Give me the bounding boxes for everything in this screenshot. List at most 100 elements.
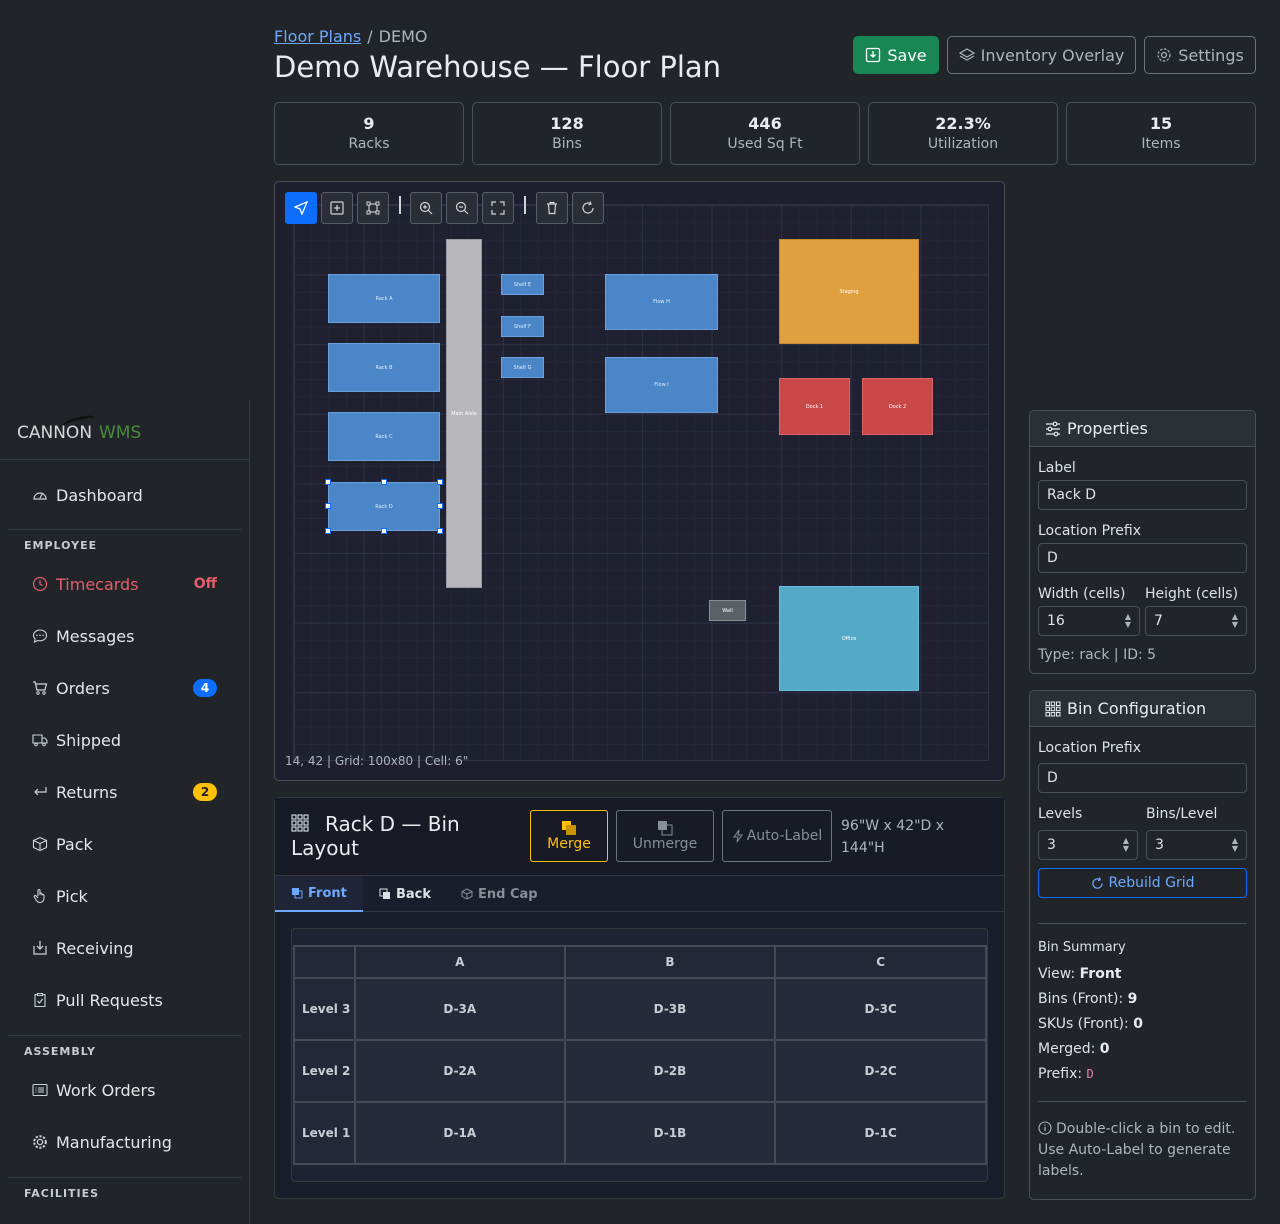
resize-handle[interactable]: [381, 479, 387, 485]
sidebar-item-label: Returns: [56, 782, 118, 802]
sidebar-item-receiving[interactable]: Receiving: [8, 926, 241, 970]
bin-cell[interactable]: D-3B: [563, 977, 777, 1041]
select-tool-button[interactable]: [285, 192, 317, 224]
sidebar-item-work-orders[interactable]: Work Orders: [8, 1068, 241, 1112]
staging-shape[interactable]: Staging: [779, 239, 919, 344]
main-aisle-shape[interactable]: Main Aisle: [446, 239, 482, 588]
shelf-f-shape[interactable]: Shelf F: [501, 316, 544, 337]
summary-view-label: View:: [1038, 966, 1076, 982]
bin-cell[interactable]: D-1A: [353, 1101, 566, 1165]
fit-view-button[interactable]: [482, 192, 514, 224]
resize-handle[interactable]: [381, 528, 387, 534]
office-shape[interactable]: Office: [779, 586, 919, 691]
tab-end-cap[interactable]: End Cap: [445, 876, 554, 912]
summary-bins-label: Bins (Front):: [1038, 991, 1124, 1007]
dock-1-shape[interactable]: Dock 1: [779, 378, 850, 435]
bin-cell[interactable]: D-1B: [563, 1101, 777, 1165]
bin-prefix-input[interactable]: D: [1038, 763, 1247, 793]
spinner-icon[interactable]: ▲ ▼: [1122, 836, 1129, 853]
rack-b-shape[interactable]: Rack B: [328, 343, 440, 392]
shelf-e-shape[interactable]: Shelf E: [501, 274, 544, 295]
levels-label: Levels: [1038, 806, 1083, 822]
wall-shape[interactable]: Wall: [709, 600, 746, 621]
add-shape-button[interactable]: [321, 192, 353, 224]
sidebar: CANNON WMS Dashboard EMPLOYEE Timecards …: [0, 400, 250, 1224]
sidebar-item-pull-requests[interactable]: Pull Requests: [8, 978, 241, 1022]
bin-cell[interactable]: D-2A: [353, 1039, 566, 1103]
merge-button[interactable]: Merge: [530, 810, 608, 862]
sidebar-item-pack[interactable]: Pack: [8, 822, 241, 866]
location-prefix-input[interactable]: D: [1038, 543, 1247, 573]
tab-front[interactable]: Front: [275, 876, 363, 912]
inventory-overlay-button[interactable]: Inventory Overlay: [947, 36, 1136, 74]
spinner-icon[interactable]: ▲ ▼: [1231, 612, 1238, 629]
back-icon: [379, 888, 390, 899]
breadcrumb-floor-plans-link[interactable]: Floor Plans: [274, 27, 362, 46]
resize-handle[interactable]: [437, 503, 443, 509]
sidebar-item-dashboard[interactable]: Dashboard: [8, 473, 241, 517]
logo[interactable]: CANNON WMS: [0, 400, 249, 460]
sidebar-item-returns[interactable]: Returns 2: [8, 770, 241, 814]
spinner-icon[interactable]: ▲ ▼: [1231, 836, 1238, 853]
floor-plan-canvas[interactable]: Rack A Rack B Rack C Rack D Main Aisle S…: [274, 181, 1005, 781]
bounding-box-button[interactable]: [357, 192, 389, 224]
bin-cell[interactable]: D-3A: [353, 977, 566, 1041]
zoom-out-icon: [455, 201, 469, 215]
bin-cell[interactable]: D-2B: [563, 1039, 777, 1103]
bins-per-level-input[interactable]: 3 ▲ ▼: [1146, 830, 1247, 860]
level-label: Level 2: [293, 1039, 356, 1103]
sidebar-divider: [8, 529, 241, 530]
sidebar-item-timecards[interactable]: Timecards Off: [8, 562, 241, 606]
reset-button[interactable]: [572, 192, 604, 224]
rack-a-shape[interactable]: Rack A: [328, 274, 440, 323]
sidebar-item-label: Shipped: [56, 730, 122, 750]
label-input[interactable]: Rack D: [1038, 480, 1247, 510]
levels-value: 3: [1047, 837, 1056, 853]
dock-2-shape[interactable]: Dock 2: [862, 378, 933, 435]
width-input[interactable]: 16 ▲ ▼: [1038, 606, 1140, 636]
sidebar-item-orders[interactable]: Orders 4: [8, 666, 241, 710]
resize-handle[interactable]: [325, 479, 331, 485]
sidebar-item-messages[interactable]: Messages: [8, 614, 241, 658]
flow-i-shape[interactable]: Flow I: [605, 357, 718, 413]
refresh-icon: [1091, 876, 1103, 889]
resize-handle[interactable]: [325, 503, 331, 509]
resize-handle[interactable]: [325, 528, 331, 534]
column-header: C: [774, 945, 987, 979]
zoom-out-button[interactable]: [446, 192, 478, 224]
rack-d-shape[interactable]: Rack D: [328, 482, 440, 531]
sidebar-item-shipped[interactable]: Shipped: [8, 718, 241, 762]
bin-cell[interactable]: D-3C: [774, 977, 987, 1041]
info-icon: [1038, 1121, 1052, 1135]
bin-cell[interactable]: D-1C: [774, 1101, 987, 1165]
delete-button[interactable]: [536, 192, 568, 224]
bin-cell[interactable]: D-2C: [774, 1039, 987, 1103]
summary-merged-value: 0: [1099, 1041, 1110, 1057]
location-prefix-label: Location Prefix: [1038, 523, 1142, 539]
stat-items: 15 Items: [1066, 102, 1256, 165]
clock-icon: [32, 576, 48, 592]
table-row: Level 3 D-3A D-3B D-3C: [293, 977, 987, 1041]
tab-back[interactable]: Back: [363, 876, 447, 912]
rebuild-grid-button[interactable]: Rebuild Grid: [1038, 868, 1247, 898]
sidebar-item-manufacturing[interactable]: Manufacturing: [8, 1120, 241, 1164]
auto-label-button[interactable]: Auto-Label: [722, 810, 832, 862]
resize-handle[interactable]: [437, 479, 443, 485]
spinner-icon[interactable]: ▲ ▼: [1124, 612, 1131, 629]
levels-input[interactable]: 3 ▲ ▼: [1038, 830, 1138, 860]
rack-c-shape[interactable]: Rack C: [328, 412, 440, 461]
shelf-g-shape[interactable]: Shelf G: [501, 357, 544, 378]
plus-square-icon: [330, 201, 344, 215]
settings-button[interactable]: Settings: [1144, 36, 1256, 74]
sidebar-item-label: Orders: [56, 678, 110, 698]
zoom-in-button[interactable]: [410, 192, 442, 224]
flow-h-shape[interactable]: Flow H: [605, 274, 718, 330]
save-button[interactable]: Save: [853, 36, 939, 74]
bin-layout-title: Rack D — Bin Layout: [291, 812, 460, 860]
sidebar-item-pick[interactable]: Pick: [8, 874, 241, 918]
resize-handle[interactable]: [437, 528, 443, 534]
unmerge-button[interactable]: Unmerge: [616, 810, 714, 862]
toolbar-divider: [399, 196, 401, 214]
height-input[interactable]: 7 ▲ ▼: [1145, 606, 1247, 636]
stat-label: Bins: [552, 136, 582, 152]
